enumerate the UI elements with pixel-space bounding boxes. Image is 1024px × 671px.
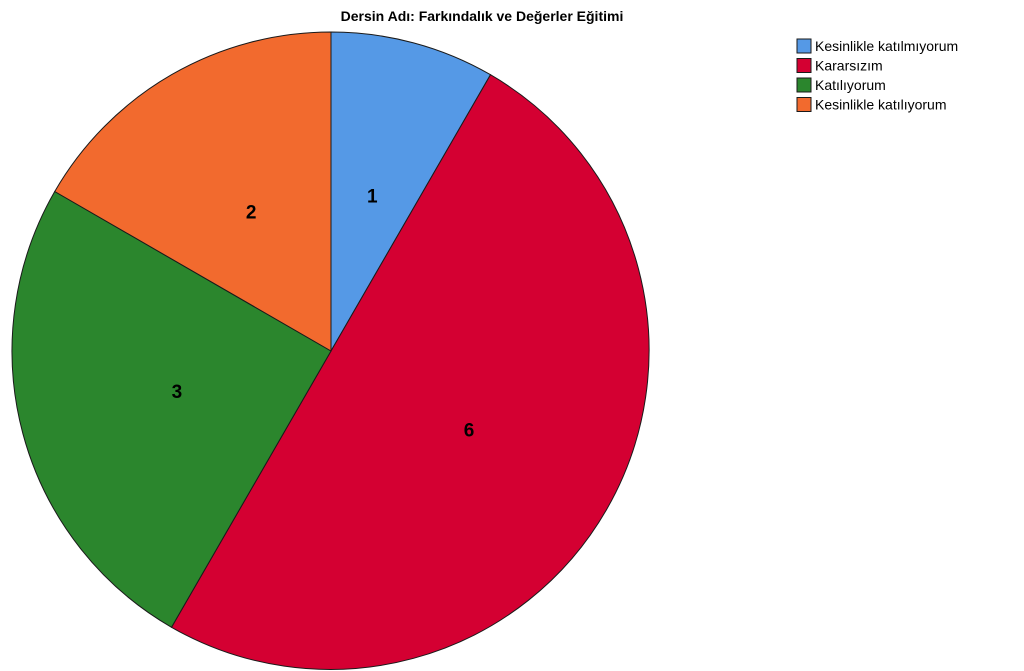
data-label-kesinlikle-katilmiyorum: 1 (367, 186, 378, 207)
chart-title: Dersin Adı: Farkındalık ve Değerler Eğit… (341, 8, 624, 24)
pie-slice-kesinlikle-katilmiyorum (330, 31, 492, 353)
legend-label-kararsizim: Kararsızım (815, 58, 883, 74)
pie-slice-kararsizim (170, 74, 650, 670)
pie-slice-katiliyorum (11, 190, 332, 628)
legend-label-katiliyorum: Katılıyorum (815, 77, 886, 93)
data-label-kararsizim: 6 (464, 420, 475, 441)
pie-slice-kesinlikle-katiliyorum (54, 31, 332, 352)
data-label-kesinlikle-katiliyorum: 2 (246, 202, 257, 223)
legend-swatch-katiliyorum (796, 77, 812, 93)
legend-swatch-kesinlikle-katiliyorum (796, 97, 812, 112)
legend-swatch-kesinlikle-katilmiyorum (796, 38, 812, 54)
legend-label-kesinlikle-katilmiyorum: Kesinlikle katılmıyorum (815, 38, 958, 54)
data-label-katiliyorum: 3 (172, 382, 183, 403)
legend: Kesinlikle katılmıyorum Kararsızım Katılıy… (796, 38, 958, 113)
legend-label-kesinlikle-katiliyorum: Kesinlikle katılıyorum (815, 97, 947, 113)
pie-slices (11, 31, 650, 670)
legend-swatch-kararsizim (796, 58, 812, 73)
